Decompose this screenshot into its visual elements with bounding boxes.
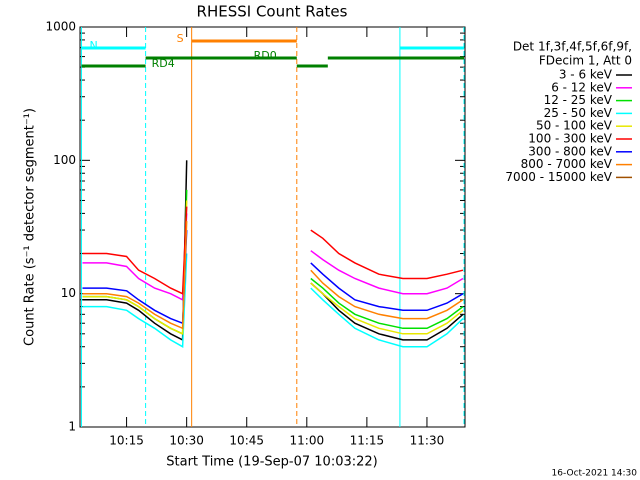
y-tick-label: 1000 <box>45 20 76 34</box>
series-line <box>82 206 464 295</box>
series-line <box>82 221 464 330</box>
legend-label: 300 - 800 keV <box>528 144 612 158</box>
series-line <box>82 213 464 301</box>
state-label: S <box>177 32 184 45</box>
legend-label: 12 - 25 keV <box>544 93 613 107</box>
x-tick-label: 10:15 <box>109 434 144 448</box>
y-tick-label: 1 <box>68 420 76 434</box>
state-label: RD0 <box>254 49 277 62</box>
plot-frame <box>79 26 466 428</box>
legend-label: 25 - 50 keV <box>544 106 613 120</box>
x-tick-label: 11:00 <box>290 434 325 448</box>
series-line <box>82 200 464 335</box>
footer: 16-Oct-2021 14:30 <box>552 469 638 479</box>
series-line <box>82 253 464 348</box>
state-label: RD4 <box>152 57 175 70</box>
x-tick-label: 10:30 <box>169 434 204 448</box>
series-line <box>82 160 464 342</box>
x-axis-label: Start Time (19-Sep-07 10:03:22) <box>166 455 377 470</box>
y-tick-label: 10 <box>61 286 76 300</box>
chart-title: RHESSI Count Rates <box>197 3 348 21</box>
legend-label: 7000 - 15000 keV <box>505 170 612 184</box>
x-tick-label: 10:45 <box>229 434 264 448</box>
y-axis-label: Count Rate (s⁻¹ detector segment⁻¹) <box>23 108 38 346</box>
legend-label: 100 - 300 keV <box>528 132 612 146</box>
y-tick-label: 100 <box>53 153 76 167</box>
legend-label: 50 - 100 keV <box>536 119 613 133</box>
x-tick-label: 11:15 <box>350 434 385 448</box>
legend-header: FDecim 1, Att 0 <box>539 54 632 68</box>
legend-header: Det 1f,3f,4f,5f,6f,9f, <box>513 40 632 54</box>
legend-label: 800 - 7000 keV <box>521 157 613 171</box>
legend-label: 6 - 12 keV <box>551 80 613 94</box>
x-tick-label: 11:30 <box>410 434 445 448</box>
state-label: N <box>90 39 98 52</box>
legend-label: 3 - 6 keV <box>559 68 613 82</box>
series-line <box>82 230 464 325</box>
